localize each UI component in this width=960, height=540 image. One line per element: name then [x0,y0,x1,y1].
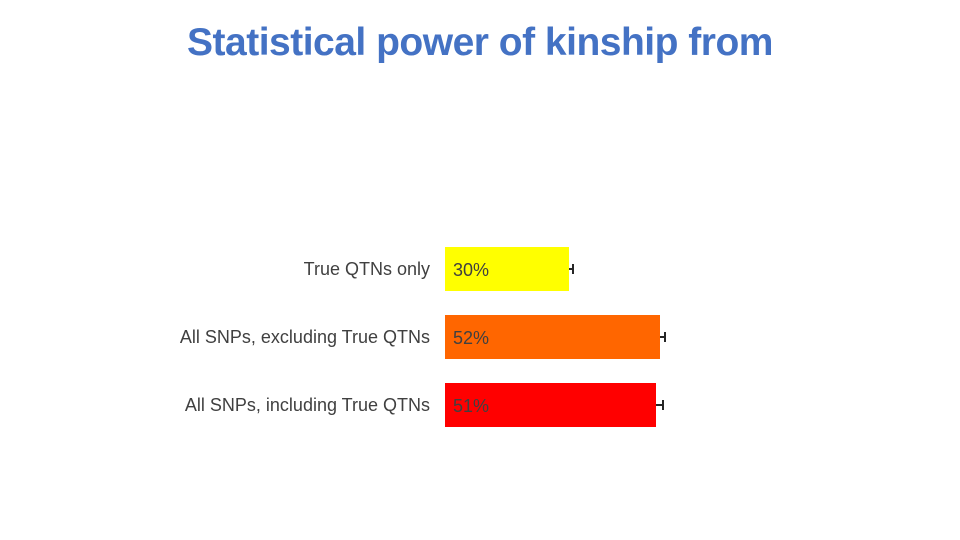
error-bar-cap [663,332,666,342]
category-label-true-qtns-only: True QTNs only [303,259,430,279]
bar-row: True QTNs only 30% [0,247,960,291]
error-bar-cap [661,400,664,410]
error-bar-whisker [655,400,664,410]
data-label: 30% [453,260,490,280]
error-bar-line [568,268,572,270]
category-label-all-snps-including: All SNPs, including True QTNs [184,395,430,415]
error-bar-whisker [568,264,574,274]
bar-all-snps-excluding-true-qtns: 52% [445,315,666,359]
bar-row: All SNPs, including True QTNs 51% [0,383,960,427]
slide-title: Statistical power of kinship from [187,21,773,64]
bar-row: All SNPs, excluding True QTNs 52% [0,315,960,359]
bar-all-snps-including-true-qtns: 51% [445,383,664,427]
data-label: 52% [453,328,490,348]
error-bar-cap [571,264,574,274]
category-label-all-snps-excluding: All SNPs, excluding True QTNs [179,327,430,347]
bar-true-qtns-only: 30% [445,247,574,291]
data-label: 51% [453,396,490,416]
error-bar-line [655,404,662,406]
error-bar-whisker [659,332,666,342]
error-bar-line [659,336,664,338]
